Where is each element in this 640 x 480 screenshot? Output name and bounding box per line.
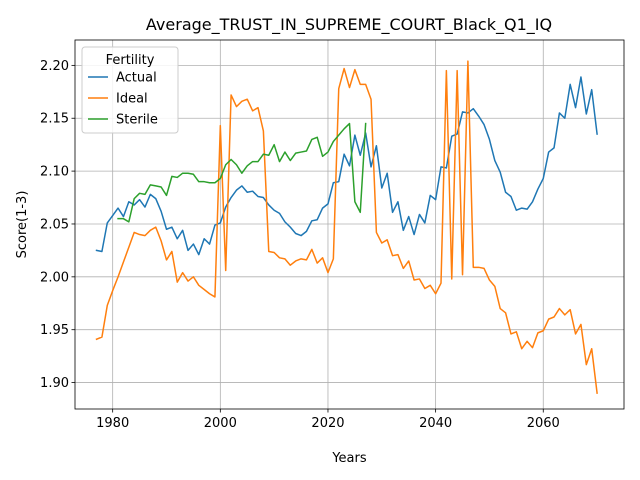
y-tick-label: 1.90: [40, 376, 69, 391]
x-tick-label: 2040: [419, 416, 452, 431]
y-tick-label: 2.00: [40, 270, 69, 285]
legend-label-actual: Actual: [116, 71, 157, 86]
y-tick-label: 2.15: [40, 112, 69, 127]
y-tick-label: 2.20: [40, 59, 69, 74]
y-tick-label: 2.05: [40, 217, 69, 232]
x-tick-label: 1980: [96, 416, 129, 431]
x-tick-label: 2020: [311, 416, 344, 431]
legend: Fertility Actual Ideal Sterile: [82, 47, 178, 133]
y-tick-label: 2.10: [40, 165, 69, 180]
x-tick-label: 2060: [527, 416, 560, 431]
legend-label-sterile: Sterile: [116, 113, 158, 128]
x-axis-label: Years: [331, 451, 367, 466]
legend-label-ideal: Ideal: [116, 92, 148, 107]
y-tick-label: 1.95: [40, 323, 69, 338]
x-tick-label: 2000: [204, 416, 237, 431]
chart-title: Average_TRUST_IN_SUPREME_COURT_Black_Q1_…: [146, 15, 552, 35]
series-line-sterile: [118, 124, 366, 222]
y-axis-label: Score(1-3): [15, 191, 30, 259]
legend-title: Fertility: [106, 53, 155, 68]
